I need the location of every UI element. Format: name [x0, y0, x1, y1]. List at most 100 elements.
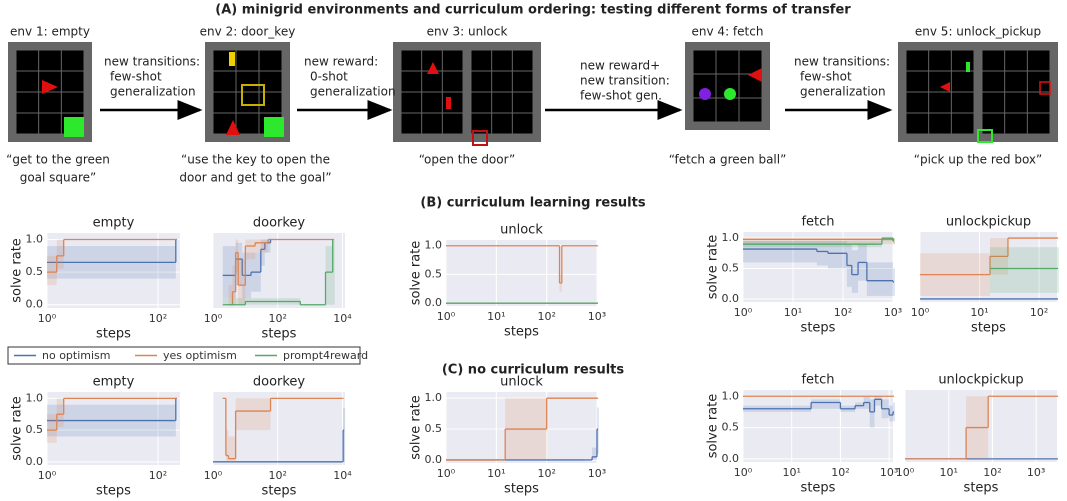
env-cell — [1005, 51, 1027, 71]
chart-title: empty — [93, 375, 135, 390]
env-cell — [17, 114, 39, 134]
confidence-band — [57, 240, 64, 269]
x-tick-label: 10⁰ — [204, 312, 223, 325]
env-cell — [443, 72, 463, 92]
x-tick-label: 10¹ — [970, 306, 988, 319]
y-tick-label: 1.0 — [425, 239, 443, 252]
env-cell — [402, 51, 422, 71]
x-axis-label: steps — [96, 327, 131, 342]
env-cell — [443, 93, 463, 113]
env-cell — [422, 93, 442, 113]
x-tick-label: 10² — [269, 312, 287, 325]
env-label: env 1: empty — [10, 25, 90, 39]
chart-title: unlockpickup — [938, 373, 1023, 388]
x-tick-label: 10³ — [588, 467, 606, 480]
legend-label: yes optimism — [163, 349, 237, 362]
x-tick-label: 10⁰ — [437, 310, 456, 323]
env-cell — [929, 51, 951, 71]
env-cell — [513, 72, 533, 92]
goal-icon — [264, 117, 284, 137]
transition-text: new transitions: — [794, 55, 890, 69]
y-tick-label: 0.5 — [425, 267, 443, 280]
env-cell — [62, 72, 84, 92]
confidence-band — [238, 259, 245, 305]
env-cell — [983, 72, 1005, 92]
y-axis-label: solve rate — [10, 396, 25, 461]
env-cell — [260, 72, 282, 92]
env-cell — [402, 114, 422, 134]
confidence-band — [1057, 247, 1059, 293]
env-cell — [443, 51, 463, 71]
env-cell — [260, 51, 282, 71]
env-cell — [39, 114, 61, 134]
env-cell — [472, 93, 492, 113]
x-axis-label: steps — [96, 484, 131, 499]
env-cell — [422, 72, 442, 92]
env-quote: door and get to the goal” — [179, 171, 331, 185]
y-axis-label: solve rate — [706, 394, 721, 459]
env-cell — [39, 51, 61, 71]
x-tick-label: 10⁰ — [204, 469, 223, 482]
chart-title: doorkey — [253, 375, 306, 390]
env-cell — [694, 99, 716, 122]
env-cell — [952, 51, 974, 71]
env-cell — [1028, 114, 1050, 134]
confidence-band — [47, 256, 57, 285]
confidence-band — [811, 399, 840, 408]
x-axis-label: steps — [504, 482, 539, 497]
x-tick-label: 10² — [834, 306, 852, 319]
env-cell — [717, 99, 739, 122]
x-tick-label: 10¹ — [784, 306, 802, 319]
x-tick-label: 10³ — [588, 310, 606, 323]
env-cell — [402, 72, 422, 92]
env-cell — [422, 114, 442, 134]
goal-icon — [64, 117, 84, 137]
x-tick-label: 10² — [1030, 306, 1048, 319]
env-cell — [17, 51, 39, 71]
env-quote: goal square” — [20, 171, 97, 185]
confidence-band — [57, 398, 64, 427]
x-tick-label: 10⁰ — [734, 306, 753, 319]
y-tick-label: 1.0 — [425, 391, 443, 404]
env-cell — [929, 93, 951, 113]
env-quote: “use the key to open the — [181, 153, 330, 167]
env-cell — [717, 51, 739, 74]
env-cell — [472, 51, 492, 71]
x-tick-label: 10¹ — [487, 467, 505, 480]
confidence-band — [990, 247, 1057, 293]
env-cell — [492, 72, 512, 92]
x-tick-label: 10² — [831, 466, 849, 479]
x-tick-label: 10² — [537, 467, 555, 480]
env-cell — [513, 51, 533, 71]
transition-text: new transitions: — [104, 55, 200, 69]
env-cell — [17, 93, 39, 113]
chart-title: unlockpickup — [946, 215, 1031, 230]
confidence-band — [867, 262, 893, 295]
legend-label: no optimism — [42, 349, 111, 362]
figure: (A) minigrid environments and curriculum… — [0, 0, 1067, 501]
y-tick-label: 0.5 — [722, 262, 740, 275]
env-cell — [907, 114, 929, 134]
x-tick-label: 10² — [537, 310, 555, 323]
x-tick-label: 10⁰ — [911, 306, 930, 319]
env-cell — [694, 51, 716, 74]
transition-text: generalization — [800, 85, 886, 99]
confidence-band — [852, 250, 858, 293]
env-cell — [492, 93, 512, 113]
confidence-band — [870, 399, 875, 427]
x-tick-label: 10⁰ — [38, 469, 57, 482]
transition-text: new reward: — [304, 55, 378, 69]
y-tick-label: 0.0 — [425, 453, 443, 466]
x-tick-label: 10⁰ — [896, 466, 915, 479]
env-cell — [214, 72, 236, 92]
confidence-band — [874, 396, 881, 405]
x-tick-label: 10¹ — [487, 310, 505, 323]
key-icon — [446, 97, 451, 109]
env-cell — [952, 72, 974, 92]
x-tick-label: 10² — [149, 469, 167, 482]
key-icon — [966, 62, 970, 72]
x-axis-label: steps — [262, 484, 297, 499]
x-tick-label: 10⁰ — [38, 312, 57, 325]
env-cell — [492, 114, 512, 134]
y-axis-label: solve rate — [409, 241, 424, 306]
